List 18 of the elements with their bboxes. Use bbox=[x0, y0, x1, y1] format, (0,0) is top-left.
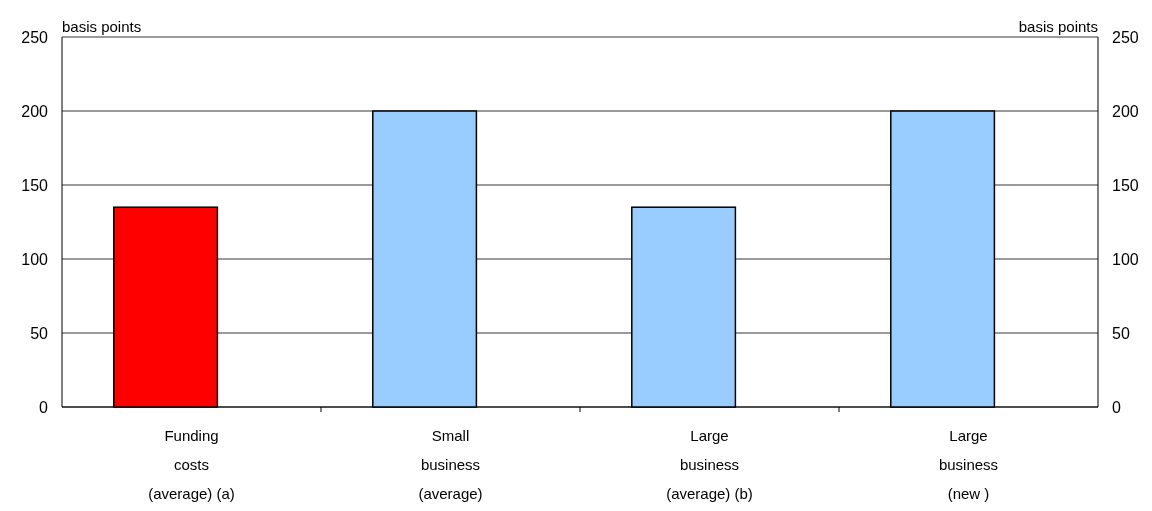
y-tick-label: 100 bbox=[21, 250, 49, 268]
x-tick-label: Funding costs (average) (a) bbox=[148, 427, 235, 502]
y2-tick-label: 50 bbox=[1112, 324, 1130, 342]
x-tick-label: Small business (average) bbox=[418, 427, 483, 502]
y2-tick-label: 200 bbox=[1112, 102, 1139, 120]
y2-tick-label: 0 bbox=[1112, 398, 1121, 416]
y2-tick-label: 150 bbox=[1112, 176, 1139, 194]
y2-tick-label: 100 bbox=[1112, 250, 1139, 268]
y-tick-label: 0 bbox=[39, 398, 49, 416]
y-tick-label: 250 bbox=[21, 28, 49, 46]
y-tick-label: 150 bbox=[21, 176, 49, 194]
y2-axis-title: basis points bbox=[1018, 18, 1098, 35]
x-tick-label: Large business (new ) bbox=[938, 427, 999, 502]
x-tick-label: Large business (average) (b) bbox=[666, 427, 753, 502]
y-tick-label: 200 bbox=[21, 102, 49, 120]
y-tick-label: 50 bbox=[30, 324, 49, 342]
y-axis-title: basis points bbox=[62, 18, 142, 35]
y2-tick-label: 250 bbox=[1112, 28, 1139, 46]
